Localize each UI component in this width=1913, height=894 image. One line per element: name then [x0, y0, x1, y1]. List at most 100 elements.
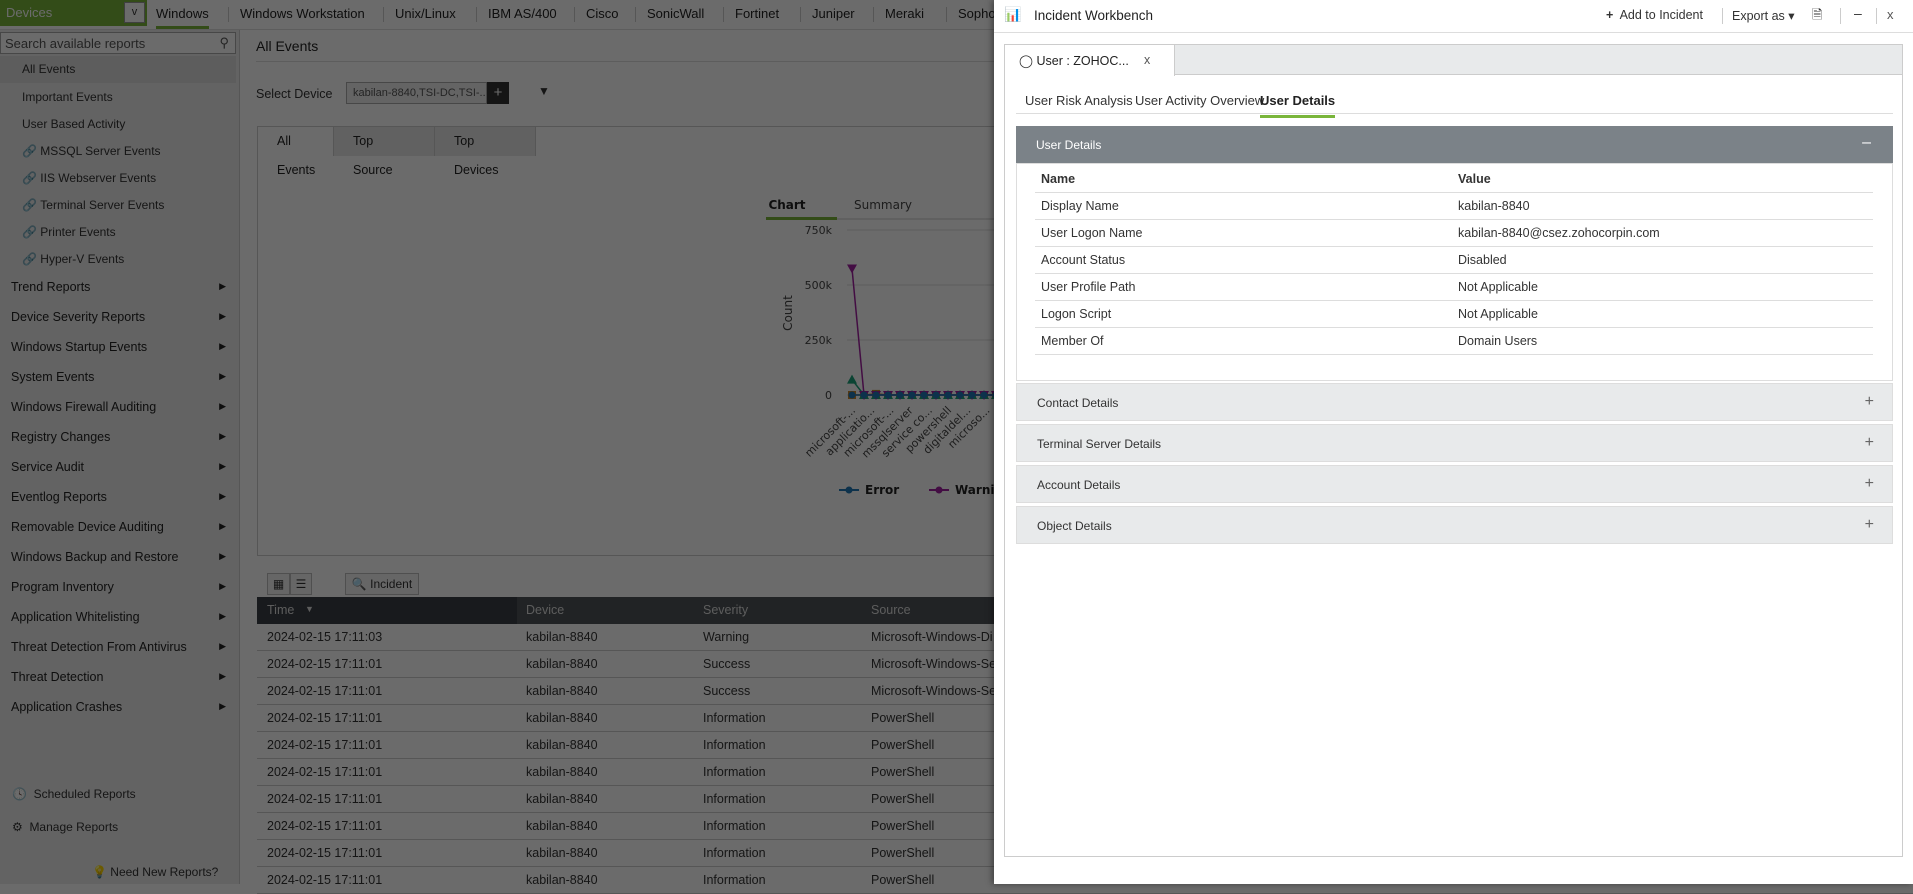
filter-icon[interactable]: ▼	[538, 84, 550, 98]
nav-tab[interactable]: Sophos	[958, 6, 1003, 21]
minimize-button[interactable]: –	[1854, 5, 1862, 21]
collapse-icon[interactable]: –	[1862, 134, 1871, 151]
sidebar-item[interactable]: User Based Activity	[22, 117, 125, 131]
expand-icon[interactable]: +	[1864, 475, 1874, 492]
subtab[interactable]: User Risk Analysis	[1025, 93, 1133, 108]
schedule-report-icon[interactable]: 🗎	[1812, 7, 1823, 22]
sidebar-item[interactable]: 🔗 MSSQL Server Events	[22, 144, 161, 158]
sidebar-group[interactable]: Service Audit ▶	[11, 460, 226, 474]
sidebar-item[interactable]: 🔗 Printer Events	[22, 225, 116, 239]
close-tab-icon[interactable]: x	[1144, 53, 1151, 67]
sidebar-item[interactable]: Important Events	[22, 90, 113, 104]
sidebar-group-label: Threat Detection From Antivirus	[11, 640, 187, 654]
need-new-reports-link[interactable]: 💡 Need New Reports?	[92, 865, 219, 879]
link-icon: 🔗	[22, 252, 41, 266]
expand-icon[interactable]: +	[1864, 516, 1874, 533]
user-tab-label: User : ZOHOC...	[1036, 54, 1129, 68]
data-point	[908, 391, 916, 399]
table-cell: PowerShell	[871, 765, 935, 779]
column-header[interactable]: Time	[267, 603, 295, 617]
search-input[interactable]: Search available reports ⚲	[0, 32, 236, 54]
sidebar-group-label: Service Audit	[11, 460, 84, 474]
sidebar-group[interactable]: Device Severity Reports ▶	[11, 310, 226, 324]
divider	[946, 7, 947, 22]
tab-user[interactable]: ◯ User : ZOHOC... x	[1005, 45, 1175, 76]
nav-tab[interactable]: Windows Workstation	[240, 6, 365, 21]
sidebar-group-label: Program Inventory	[11, 580, 114, 594]
chart-view-tab[interactable]: Chart	[768, 198, 805, 212]
divider	[228, 7, 229, 22]
sidebar-item-label: Important Events	[22, 90, 113, 104]
collapsed-section[interactable]: Account Details +	[1016, 465, 1893, 503]
nav-tab[interactable]: Fortinet	[735, 6, 780, 21]
sidebar-item[interactable]: All Events	[0, 56, 236, 83]
incident-button[interactable]: 🔍 Incident	[345, 573, 419, 595]
nav-tab[interactable]: Juniper	[812, 6, 855, 21]
expand-icon[interactable]: +	[1864, 434, 1874, 451]
scheduled-reports-link[interactable]: 🕓 Scheduled Reports	[12, 787, 136, 801]
sidebar-group[interactable]: Windows Firewall Auditing ▶	[11, 400, 226, 414]
select-device-field[interactable]: kabilan-8840,TSI-DC,TSI-...	[346, 82, 487, 104]
chart-tab[interactable]: All Events	[258, 127, 334, 177]
nav-tab[interactable]: SonicWall	[647, 6, 705, 21]
sort-desc-icon[interactable]: ▼	[305, 604, 314, 614]
close-button[interactable]: x	[1887, 7, 1894, 22]
chart-tab[interactable]: Top Devices	[435, 127, 536, 177]
chevron-down-icon[interactable]: v	[124, 2, 145, 23]
collapsed-section[interactable]: Contact Details +	[1016, 383, 1893, 421]
column-header[interactable]: Source	[871, 603, 911, 617]
list-view-icon[interactable]: ☰	[290, 573, 312, 595]
nav-tab[interactable]: IBM AS/400	[488, 6, 557, 21]
summary-view-tab[interactable]: Summary	[854, 198, 912, 212]
sidebar-group[interactable]: Application Crashes ▶	[11, 700, 226, 714]
add-to-incident-button[interactable]: + Add to Incident	[1606, 8, 1703, 22]
sidebar-group[interactable]: Threat Detection From Antivirus ▶	[11, 640, 226, 654]
nav-tab[interactable]: Cisco	[586, 6, 619, 21]
divider	[723, 7, 724, 22]
nav-tab[interactable]: Unix/Linux	[395, 6, 456, 21]
subtab[interactable]: User Details	[1260, 93, 1336, 118]
column-header[interactable]: Severity	[703, 603, 749, 617]
sidebar-item[interactable]: 🔗 IIS Webserver Events	[22, 171, 156, 185]
search-icon[interactable]: ⚲	[219, 35, 229, 50]
sidebar-item-label: IIS Webserver Events	[40, 171, 157, 185]
table-cell: 2024-02-15 17:11:01	[267, 684, 383, 698]
subtab[interactable]: User Activity Overview	[1135, 93, 1265, 108]
sidebar-group[interactable]: Removable Device Auditing ▶	[11, 520, 226, 534]
grid-view-icon[interactable]: ▦	[267, 573, 290, 595]
sidebar-group[interactable]: Registry Changes ▶	[11, 430, 226, 444]
collapsed-section[interactable]: Object Details +	[1016, 506, 1893, 544]
chevron-right-icon: ▶	[219, 701, 226, 711]
details-cell: Account Status	[1041, 253, 1126, 267]
nav-tab[interactable]: Meraki	[885, 6, 925, 21]
sidebar-item[interactable]: 🔗 Hyper-V Events	[22, 252, 124, 266]
sidebar-group[interactable]: Windows Startup Events ▶	[11, 340, 226, 354]
table-cell: PowerShell	[871, 711, 935, 725]
sidebar-group[interactable]: System Events ▶	[11, 370, 226, 384]
details-row: Member Of Domain Users	[1035, 328, 1873, 355]
chart-tab[interactable]: Top Source	[334, 127, 435, 177]
column-header[interactable]: Device	[526, 603, 565, 617]
chevron-right-icon: ▶	[219, 491, 226, 501]
manage-reports-link[interactable]: ⚙ Manage Reports	[12, 820, 119, 834]
table-cell: Success	[703, 684, 751, 698]
expand-icon[interactable]: +	[1864, 393, 1874, 410]
sidebar-group[interactable]: Program Inventory ▶	[11, 580, 226, 594]
sidebar-item-label: Terminal Server Events	[40, 198, 165, 212]
export-as-dropdown[interactable]: Export as ▾	[1732, 9, 1795, 23]
nav-tab[interactable]: Windows	[156, 6, 209, 29]
time-column-header[interactable]	[257, 597, 517, 624]
details-row: User Profile Path Not Applicable	[1035, 274, 1873, 301]
device-type-label: Devices	[6, 5, 53, 20]
divider	[1016, 113, 1893, 114]
sidebar-group[interactable]: Windows Backup and Restore ▶	[11, 550, 226, 564]
user-details-section-header[interactable]: User Details –	[1016, 126, 1893, 163]
sidebar-item[interactable]: 🔗 Terminal Server Events	[22, 198, 164, 212]
sidebar-group[interactable]: Eventlog Reports ▶	[11, 490, 226, 504]
sidebar-group[interactable]: Application Whitelisting ▶	[11, 610, 226, 624]
sidebar-group[interactable]: Threat Detection ▶	[11, 670, 226, 684]
sidebar-group[interactable]: Trend Reports ▶	[11, 280, 226, 294]
collapsed-section[interactable]: Terminal Server Details +	[1016, 424, 1893, 462]
add-device-button[interactable]: +	[487, 82, 509, 104]
device-type-selector[interactable]: Devices v	[0, 0, 147, 26]
